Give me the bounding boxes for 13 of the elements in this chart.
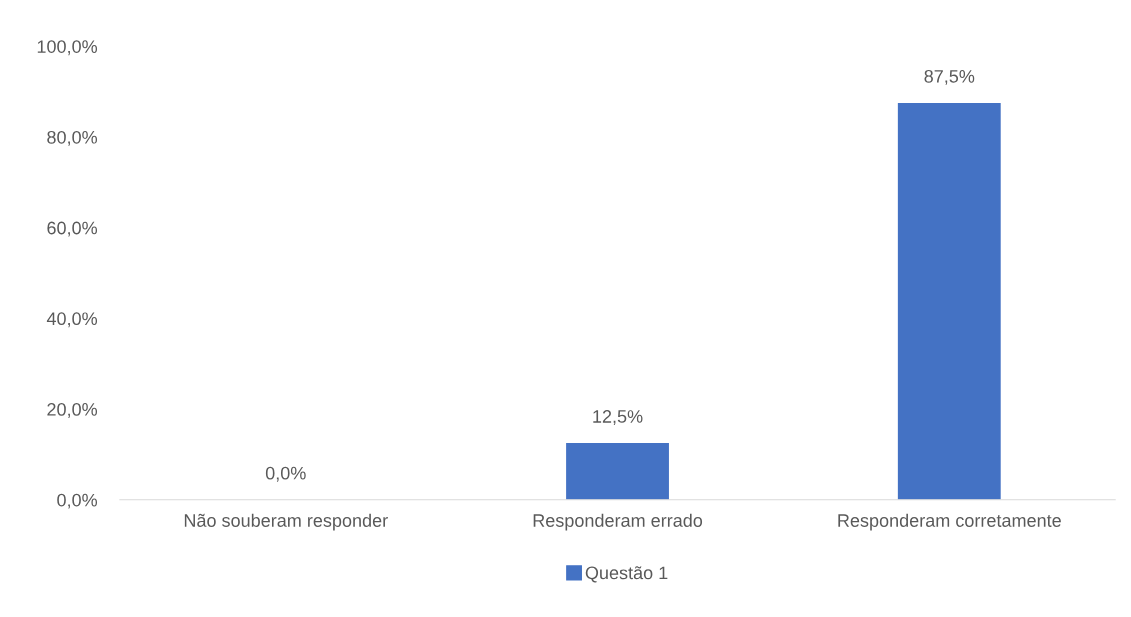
data-label: 87,5% xyxy=(924,69,975,85)
x-tick-label: Responderam corretamente xyxy=(838,513,1061,531)
y-tick-label: 0,0% xyxy=(57,493,98,509)
x-tick-label: Responderam errado xyxy=(533,513,703,531)
y-tick-label: 100,0% xyxy=(37,40,98,56)
data-label: 12,5% xyxy=(593,410,643,425)
y-tick-label: 60,0% xyxy=(47,221,98,237)
legend-label: Questão 1 xyxy=(585,566,668,583)
y-tick-label: 80,0% xyxy=(47,130,98,146)
x-tick-label: Não souberam responder xyxy=(184,513,388,531)
data-label: 0,0% xyxy=(265,466,306,482)
y-tick-label: 20,0% xyxy=(47,403,98,418)
y-tick-label: 40,0% xyxy=(46,312,98,328)
